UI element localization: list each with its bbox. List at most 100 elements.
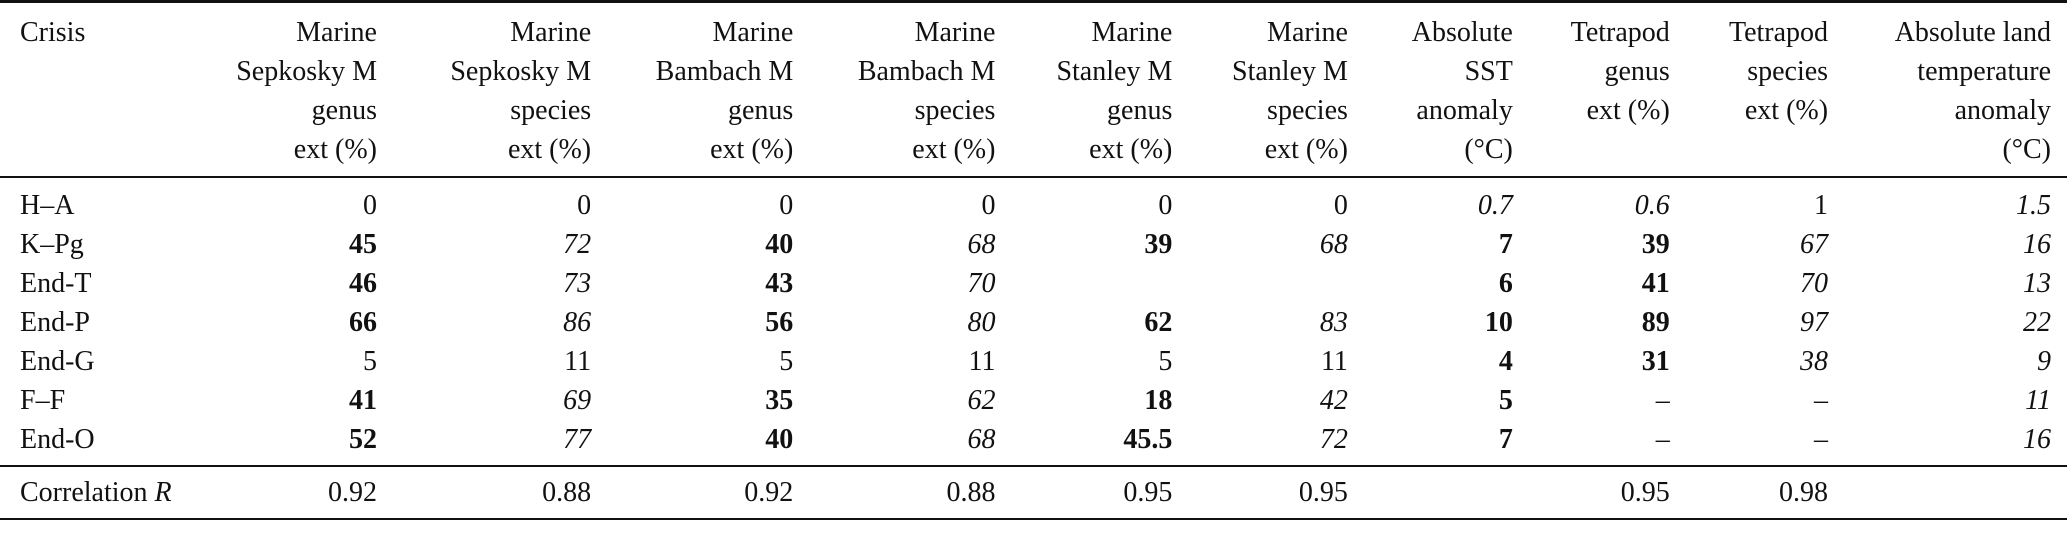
value-cell: 77 bbox=[563, 424, 592, 455]
correlation-value-cell: 0.98 bbox=[1683, 465, 1843, 520]
column-header-7: Absolute SST anomaly (°C) bbox=[1365, 3, 1527, 178]
value-cell: 39 bbox=[1144, 229, 1173, 260]
value-cell: 40 bbox=[765, 229, 794, 260]
value-cell: 0 bbox=[1333, 190, 1348, 221]
column-header-line: anomaly bbox=[1954, 95, 2051, 126]
column-header-4: Marine Bambach M species ext (%) bbox=[811, 3, 1014, 178]
column-header-line: genus bbox=[727, 95, 794, 126]
column-header-line: Sepkosky M bbox=[236, 56, 377, 87]
value-cell: 16 bbox=[2023, 229, 2051, 260]
column-header-line: temperature bbox=[1917, 56, 2051, 87]
table-row: End-T 46 73 43 70 6 41 70 13 bbox=[0, 264, 2067, 303]
column-header-line: genus bbox=[1604, 56, 1670, 87]
column-header-line: Marine bbox=[510, 17, 592, 48]
value-cell: 68 bbox=[967, 424, 996, 455]
table-row: H–A 0 0 0 0 0 0 0.7 0.6 1 1.5 bbox=[0, 177, 2067, 225]
value-cell bbox=[1013, 264, 1190, 303]
value-cell: 83 bbox=[1319, 307, 1348, 338]
crisis-name-cell: F–F bbox=[20, 385, 66, 416]
value-cell: 70 bbox=[1800, 268, 1829, 299]
correlation-section: Correlation R 0.92 0.88 0.92 0.88 0.95 0.95 0.… bbox=[0, 465, 2067, 520]
column-header-line: genus bbox=[1107, 95, 1173, 126]
column-header-line: species bbox=[1747, 56, 1829, 87]
value-cell: 22 bbox=[2023, 307, 2051, 338]
value-cell: 11 bbox=[1320, 346, 1348, 377]
value-cell: – bbox=[1814, 424, 1829, 455]
correlation-value-cell: 0.95 bbox=[1013, 465, 1191, 520]
column-header-crisis: Crisis bbox=[0, 3, 224, 178]
value-cell: 73 bbox=[563, 268, 592, 299]
column-header-line: Bambach M bbox=[857, 56, 996, 87]
value-cell: – bbox=[1655, 385, 1670, 416]
value-cell: 7 bbox=[1498, 229, 1513, 260]
value-cell: 40 bbox=[765, 424, 794, 455]
correlation-row: Correlation R 0.92 0.88 0.92 0.88 0.95 0.95 0.… bbox=[0, 465, 2067, 520]
value-cell: 13 bbox=[2023, 268, 2051, 299]
value-cell: 11 bbox=[564, 346, 592, 377]
table-row: End-G 5 11 5 11 5 11 4 31 38 9 bbox=[0, 342, 2067, 381]
column-header-2: Marine Sepkosky M species ext (%) bbox=[402, 3, 610, 178]
value-cell: 5 bbox=[779, 346, 794, 377]
crisis-name-cell: H–A bbox=[20, 190, 75, 221]
correlation-value-cell: 0.92 bbox=[609, 465, 812, 520]
correlation-symbol: R bbox=[154, 477, 172, 508]
value-cell: 80 bbox=[967, 307, 996, 338]
value-cell: 0 bbox=[779, 190, 794, 221]
value-cell: 35 bbox=[765, 385, 794, 416]
value-cell: 68 bbox=[1319, 229, 1348, 260]
correlation-value-cell: 0.88 bbox=[402, 465, 610, 520]
table-row: End-O 52 77 40 68 45.5 72 7 – – 16 bbox=[0, 420, 2067, 466]
column-header-line: Sepkosky M bbox=[450, 56, 592, 87]
column-header-line: ext (%) bbox=[507, 134, 592, 165]
value-cell: 62 bbox=[1144, 307, 1173, 338]
value-cell: 56 bbox=[765, 307, 794, 338]
column-header-10: Absolute land temperature anomaly (°C) bbox=[1842, 3, 2067, 178]
correlation-value-cell bbox=[1365, 465, 1527, 520]
value-cell: 70 bbox=[967, 268, 996, 299]
column-header-line: Stanley M bbox=[1056, 56, 1173, 87]
value-cell: 39 bbox=[1641, 229, 1670, 260]
column-header-line: ext (%) bbox=[293, 134, 377, 165]
column-header-line: Tetrapod bbox=[1728, 17, 1829, 48]
column-header-line: ext (%) bbox=[1744, 95, 1829, 126]
column-header-6: Marine Stanley M species ext (%) bbox=[1190, 3, 1366, 178]
top-rule bbox=[0, 0, 2067, 4]
column-header-3: Marine Bambach M genus ext (%) bbox=[609, 3, 812, 178]
column-header-line: species bbox=[510, 95, 592, 126]
column-header-5: Marine Stanley M genus ext (%) bbox=[1013, 3, 1191, 178]
column-header-1: Marine Sepkosky M genus ext (%) bbox=[223, 3, 403, 178]
value-cell: 52 bbox=[348, 424, 377, 455]
value-cell: 11 bbox=[968, 346, 996, 377]
table-row: F–F 41 69 35 62 18 42 5 – – 11 bbox=[0, 381, 2067, 420]
column-header-line: Marine bbox=[712, 17, 794, 48]
column-header-line: (°C) bbox=[1464, 134, 1513, 165]
value-cell: 68 bbox=[967, 229, 996, 260]
crisis-name-cell: K–Pg bbox=[20, 229, 84, 260]
value-cell: 41 bbox=[348, 385, 377, 416]
value-cell: 43 bbox=[765, 268, 794, 299]
column-header-line: Stanley M bbox=[1232, 56, 1348, 87]
column-header-line: anomaly bbox=[1416, 95, 1513, 126]
column-header-line: species bbox=[1267, 95, 1348, 126]
value-cell: 72 bbox=[1319, 424, 1348, 455]
value-cell: 67 bbox=[1800, 229, 1829, 260]
value-cell: 86 bbox=[563, 307, 592, 338]
value-cell: 97 bbox=[1800, 307, 1829, 338]
column-header-line: Marine bbox=[914, 17, 996, 48]
value-cell: 72 bbox=[563, 229, 592, 260]
value-cell: 5 bbox=[1158, 346, 1173, 377]
column-header-line: ext (%) bbox=[1586, 95, 1670, 126]
column-header-line: ext (%) bbox=[710, 134, 794, 165]
column-header-line: Bambach M bbox=[655, 56, 794, 87]
top-rule-line bbox=[0, 0, 2067, 4]
column-header-8: Tetrapod genus ext (%) bbox=[1526, 3, 1684, 178]
value-cell: 42 bbox=[1319, 385, 1348, 416]
column-header-line: ext (%) bbox=[1089, 134, 1173, 165]
value-cell: 0.7 bbox=[1477, 190, 1513, 221]
table-row: K–Pg 45 72 40 68 39 68 7 39 67 16 bbox=[0, 225, 2067, 264]
value-cell: 66 bbox=[348, 307, 377, 338]
value-cell: 41 bbox=[1641, 268, 1670, 299]
value-cell: 16 bbox=[2023, 424, 2051, 455]
